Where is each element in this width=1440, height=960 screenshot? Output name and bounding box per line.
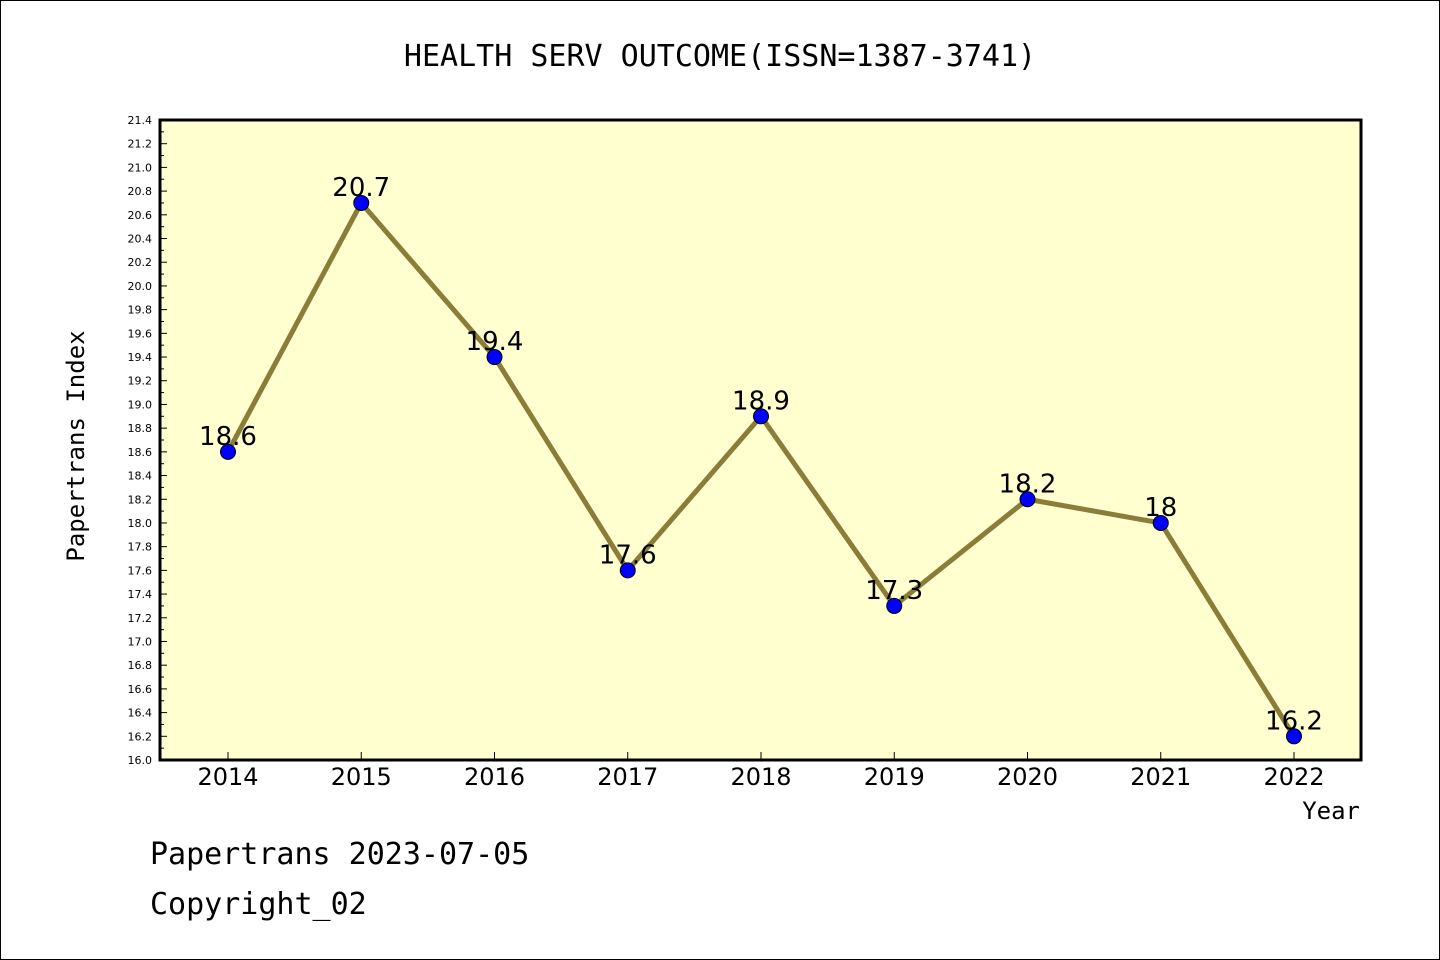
data-label: 18.9 — [732, 386, 790, 416]
y-tick-label: 20.8 — [128, 185, 153, 198]
plot-border — [158, 118, 1363, 762]
x-tick-label: 2019 — [864, 763, 925, 791]
data-point — [220, 443, 236, 460]
data-label: 18 — [1144, 493, 1177, 523]
y-tick-label: 21.0 — [128, 161, 153, 174]
y-tick-label: 16.0 — [128, 754, 153, 767]
data-label: 18.2 — [999, 469, 1057, 499]
y-tick-label: 18.2 — [128, 493, 153, 506]
y-tick-label: 17.8 — [128, 541, 153, 554]
y-tick-label: 18.8 — [128, 422, 153, 435]
y-tick-label: 18.6 — [128, 446, 153, 459]
footer-date: Papertrans 2023-07-05 — [150, 837, 529, 872]
data-points — [220, 194, 1302, 745]
data-label: 17.3 — [865, 576, 923, 606]
data-label: 18.6 — [199, 422, 257, 452]
y-tick-label: 18.0 — [128, 517, 153, 530]
data-point — [886, 597, 903, 614]
data-point — [353, 194, 370, 211]
y-axis: 16.0 16.2 16.4 16.6 16.8 17.0 17.2 17.4 17.6 17.8… — [128, 114, 167, 767]
y-axis-label: Papertrans Index — [62, 330, 90, 561]
x-tick-label: 2021 — [1130, 763, 1191, 791]
y-tick-label: 17.0 — [128, 635, 153, 648]
x-tick-label: 2015 — [331, 763, 392, 791]
y-tick-label: 20.0 — [128, 280, 153, 293]
y-tick-label: 19.2 — [128, 375, 153, 388]
x-tick-label: 2017 — [597, 763, 658, 791]
y-tick-label: 16.8 — [128, 659, 153, 672]
x-tick-label: 2016 — [464, 763, 525, 791]
data-point — [1019, 491, 1036, 508]
data-label: 19.4 — [466, 327, 524, 357]
y-tick-label: 17.2 — [128, 612, 153, 625]
y-tick-label: 19.0 — [128, 398, 153, 411]
y-tick-label: 16.2 — [128, 730, 153, 743]
plot-area — [160, 120, 1361, 760]
data-label: 20.7 — [332, 173, 390, 203]
y-tick-label: 19.6 — [128, 327, 153, 340]
y-tick-label: 20.6 — [128, 209, 153, 222]
data-point — [753, 408, 769, 425]
y-tick-label: 20.4 — [128, 233, 153, 246]
y-tick-label: 17.4 — [128, 588, 153, 601]
y-tick-label: 16.4 — [128, 707, 153, 720]
x-axis-label: Year — [1302, 797, 1360, 825]
y-tick-label: 19.8 — [128, 304, 153, 317]
x-axis: 2014 2015 2016 2017 2018 2019 2020 2021 2022 — [197, 752, 1325, 791]
x-tick-label: 2014 — [197, 763, 258, 791]
y-tick-label: 21.4 — [128, 114, 153, 127]
data-label: 16.2 — [1265, 706, 1323, 736]
y-tick-label: 20.2 — [128, 256, 153, 269]
y-tick-label: 16.6 — [128, 683, 153, 696]
data-label: 17.6 — [599, 540, 657, 570]
data-labels: 18.6 20.7 19.4 17.6 18.9 17.3 18.2 18 16.2 — [199, 173, 1323, 736]
data-point — [1286, 728, 1302, 745]
data-point — [1152, 514, 1169, 531]
data-point — [486, 349, 503, 366]
y-tick-label: 19.4 — [128, 351, 153, 364]
x-tick-label: 2018 — [730, 763, 791, 791]
data-point — [619, 562, 636, 579]
footer-copyright: Copyright_02 — [150, 887, 367, 922]
x-tick-label: 2022 — [1263, 763, 1324, 791]
y-tick-label: 21.2 — [128, 138, 153, 151]
y-tick-label: 17.6 — [128, 564, 153, 577]
chart-title: HEALTH SERV OUTCOME(ISSN=1387-3741) — [404, 39, 1036, 74]
y-tick-label: 18.4 — [128, 470, 153, 483]
x-tick-label: 2020 — [997, 763, 1058, 791]
